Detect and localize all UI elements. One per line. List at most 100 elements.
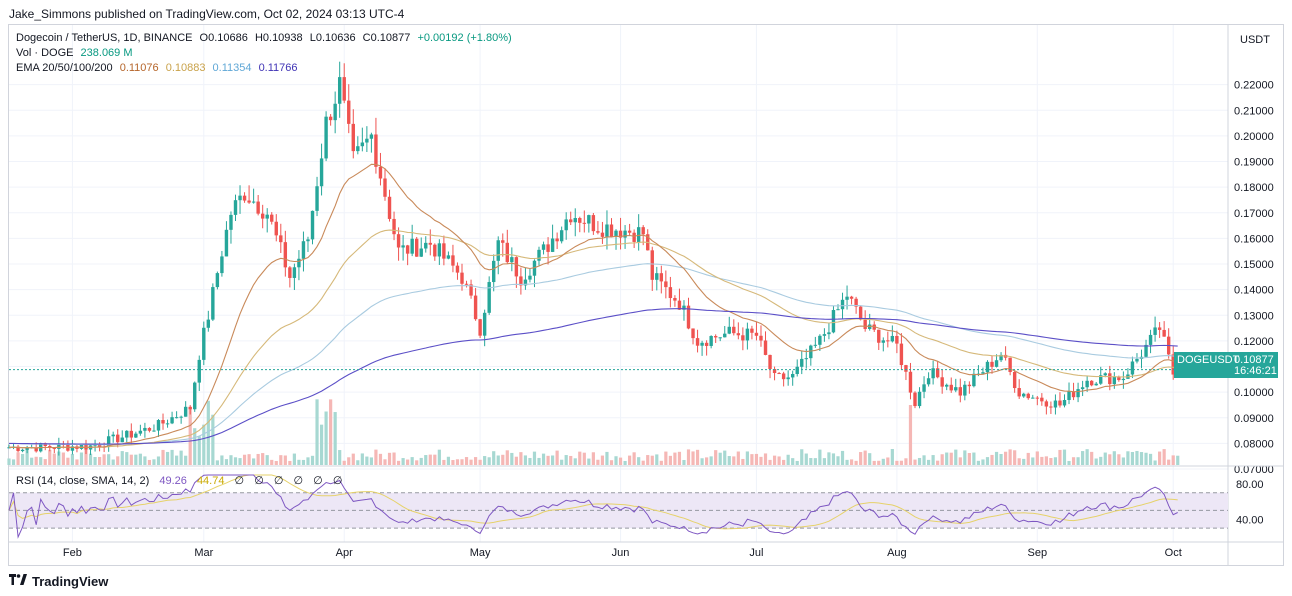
volume-bar <box>401 458 405 465</box>
currency-label[interactable]: USDT <box>1240 34 1270 46</box>
candle-body <box>985 361 990 373</box>
volume-bar <box>1013 450 1017 465</box>
volume-bar <box>88 453 93 465</box>
volume-bar <box>1121 457 1125 465</box>
rsi-circle: ∅ <box>254 475 264 487</box>
candle-body <box>1162 329 1166 337</box>
volume-bar <box>1126 451 1130 465</box>
candle-body <box>863 319 867 329</box>
volume-bar <box>582 452 586 465</box>
candle-body <box>723 333 727 338</box>
candle-body <box>351 123 355 152</box>
volume-bar <box>578 451 582 465</box>
candle-body <box>215 273 220 288</box>
candle-body <box>1153 327 1157 335</box>
price-tick-label: 0.17000 <box>1234 208 1274 220</box>
candle-body <box>614 230 618 237</box>
candle-body <box>872 324 876 330</box>
candle-body <box>736 333 741 336</box>
candle-body <box>908 371 913 393</box>
candle-body <box>1058 400 1062 406</box>
candle-body <box>111 434 115 437</box>
candle-body <box>319 158 324 187</box>
candle-body <box>265 214 269 219</box>
candle-body <box>668 287 673 299</box>
price-tick-label: 0.18000 <box>1234 182 1274 194</box>
candle-body <box>306 239 310 242</box>
volume-bar <box>247 454 251 465</box>
candle-body <box>587 215 591 224</box>
candle-body <box>963 384 967 396</box>
candle-body <box>596 231 600 233</box>
candle-body <box>845 296 849 300</box>
candle-body <box>609 224 614 237</box>
candle-body <box>981 372 985 374</box>
tradingview-logo-icon <box>9 573 27 589</box>
candle-body <box>1099 375 1103 384</box>
volume-bar <box>378 453 383 465</box>
candle-body <box>1026 393 1030 399</box>
candle-body <box>958 387 962 396</box>
volume-bar <box>233 457 238 465</box>
time-tick-label: Apr <box>336 547 353 559</box>
candle-body <box>836 309 840 311</box>
ema100-value: 0.11354 <box>212 62 252 74</box>
volume-bar <box>745 451 749 465</box>
candle-body <box>301 241 306 259</box>
candle-body <box>972 373 976 387</box>
symbol-legend: Dogecoin / TetherUS, 1D, BINANCE O0.1068… <box>16 32 516 44</box>
volume-bar <box>288 460 292 465</box>
volume-bar <box>628 455 632 465</box>
candle-body <box>147 427 152 431</box>
candle-body <box>25 447 29 450</box>
candle-body <box>283 242 288 268</box>
price-tick-label: 0.20000 <box>1234 131 1274 143</box>
candle-body <box>469 284 473 296</box>
volume-bar <box>116 456 120 465</box>
price-tick-label: 0.16000 <box>1234 233 1274 245</box>
candle-body <box>505 242 509 263</box>
volume-bar <box>641 460 645 465</box>
volume-bar <box>890 449 894 465</box>
volume-bar <box>125 452 129 465</box>
candle-body <box>1089 380 1094 386</box>
candle-body <box>895 335 899 344</box>
volume-bar <box>564 455 568 465</box>
price-tick-label: 0.07000 <box>1234 464 1274 476</box>
volume-bar <box>25 449 29 465</box>
volume-bar <box>1022 458 1026 465</box>
ema-legend: EMA 20/50/100/200 0.11076 0.10883 0.1135… <box>16 62 302 74</box>
candle-body <box>605 224 609 237</box>
volume-bar <box>315 399 319 465</box>
volume-bar <box>229 455 233 465</box>
chart-frame[interactable] <box>8 24 1284 566</box>
volume-bar <box>193 428 197 465</box>
volume-label[interactable]: Vol · DOGE <box>16 47 74 59</box>
volume-bar <box>763 453 768 465</box>
brand-name: TradingView <box>32 573 109 589</box>
tradingview-logo[interactable]: TradingView <box>9 573 108 589</box>
volume-bar <box>428 454 432 465</box>
volume-bar <box>682 459 686 465</box>
volume-bar <box>546 455 550 465</box>
volume-bar <box>569 455 573 465</box>
ema-label[interactable]: EMA 20/50/100/200 <box>16 62 113 74</box>
volume-bar <box>505 450 509 465</box>
volume-bar <box>310 455 315 465</box>
volume-bar <box>999 454 1003 465</box>
symbol-name[interactable]: Dogecoin / TetherUS, 1D, BINANCE <box>16 32 193 44</box>
rsi-label[interactable]: RSI (14, close, SMA, 14, 2) <box>16 475 150 487</box>
volume-bar <box>822 458 826 465</box>
candle-body <box>487 282 491 313</box>
volume-bar <box>714 450 718 465</box>
volume-bar <box>16 452 20 465</box>
volume-bar <box>1135 450 1139 465</box>
volume-bar <box>93 456 97 465</box>
time-tick-label: Mar <box>194 547 213 559</box>
candle-body <box>1171 354 1175 375</box>
candle-body <box>442 243 446 259</box>
candle-body <box>1112 376 1117 385</box>
volume-bar <box>510 452 514 465</box>
candle-body <box>840 299 845 310</box>
